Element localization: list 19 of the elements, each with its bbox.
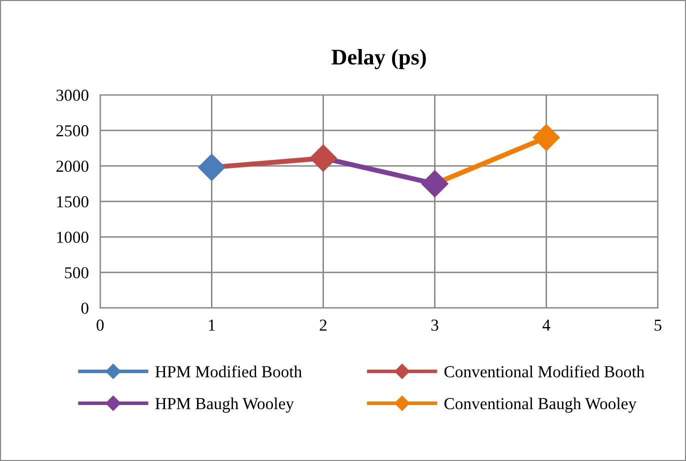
x-tick-label: 1 — [209, 320, 215, 331]
chart-title: Delay (ps) — [332, 48, 426, 70]
legend-label: Conventional Baugh Wooley — [444, 398, 636, 413]
y-tick-label: 2000 — [56, 160, 88, 172]
x-tick-label: 3 — [431, 320, 438, 331]
legend-label: HPM Baugh Wooley — [155, 398, 294, 413]
point — [532, 124, 560, 152]
legend-label: HPM Modified Booth — [155, 365, 302, 378]
x-tick-label: 2 — [320, 320, 326, 331]
x-tick-label: 4 — [542, 320, 550, 331]
y-tick-label: 2500 — [56, 125, 88, 136]
x-tick-label: 0 — [96, 320, 104, 331]
legend-label: Conventional Modified Booth — [444, 365, 644, 378]
y-tick-label: 3000 — [56, 90, 88, 101]
y-tick-label: 500 — [65, 267, 88, 278]
y-tick-label: 1500 — [57, 196, 88, 208]
y-tick-label: 0 — [81, 302, 88, 314]
y-tick-label: 1000 — [57, 232, 88, 243]
x-tick-label: 5 — [654, 320, 662, 331]
